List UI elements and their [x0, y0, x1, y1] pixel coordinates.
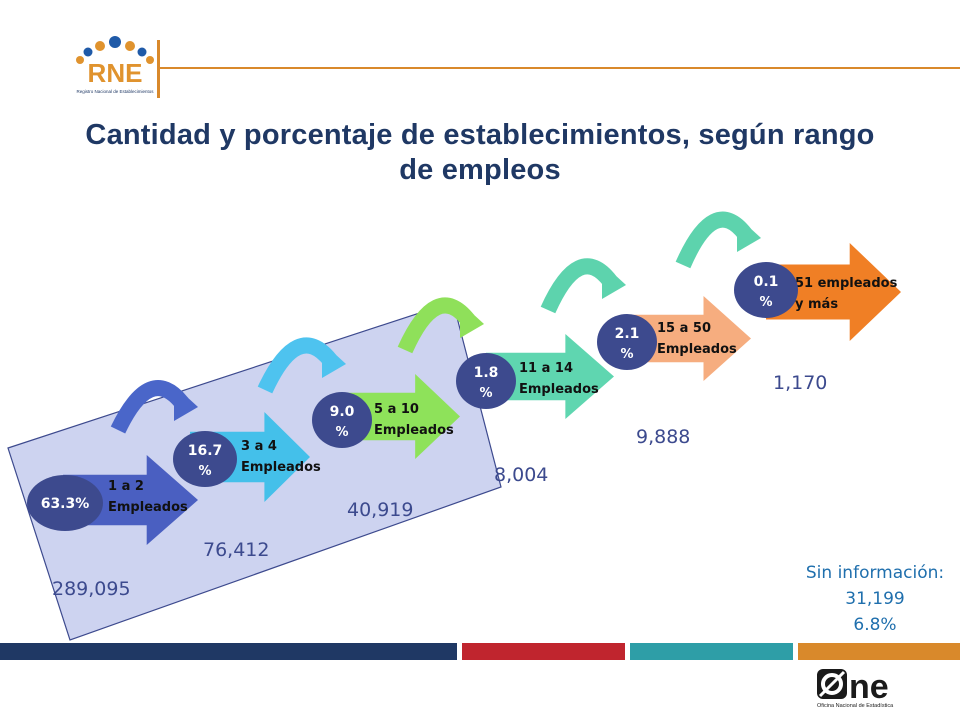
one-logo: ne Oficina Nacional de Estadística — [817, 668, 894, 709]
chart-title-line2: de empleos — [399, 154, 561, 186]
progression-arc-head — [322, 342, 346, 378]
count-value: 9,888 — [636, 426, 690, 448]
range-arrow — [486, 334, 614, 419]
range-arrow — [63, 455, 198, 545]
percent-sign: % — [198, 464, 211, 479]
sin-informacion-label: Sin información: — [805, 563, 945, 583]
percent-badge — [173, 431, 237, 487]
progression-arc — [675, 211, 752, 269]
percent-value: 63.3% — [41, 496, 90, 512]
range-label-line2: Empleados — [519, 382, 599, 397]
range-group-4: 11 a 14 Empleados 1.8% 8,004 — [456, 258, 626, 486]
range-label-line1: 15 a 50 — [657, 321, 711, 336]
percent-badge — [734, 262, 798, 318]
count-value: 40,919 — [347, 499, 413, 521]
sin-informacion-percent: 6.8% — [853, 615, 897, 635]
range-label-line1: 11 a 14 — [519, 361, 573, 376]
logo-rne-text: RNE — [88, 58, 143, 88]
sin-informacion: Sin información: 31,199 6.8% — [780, 560, 960, 638]
range-group-5: 15 a 50 Empleados 2.1% 9,888 — [597, 211, 761, 448]
range-label-line1: 1 a 2 — [108, 479, 144, 494]
one-logo-text: ne — [849, 668, 889, 706]
percent-value: 0.1 — [754, 274, 779, 290]
percent-badge — [597, 314, 657, 370]
range-label-line2: Empleados — [657, 342, 737, 357]
percent-badge — [27, 475, 103, 531]
range-label-line1: 51 empleados — [795, 276, 898, 291]
count-value: 8,004 — [494, 464, 548, 486]
range-label-line1: 5 a 10 — [374, 402, 419, 417]
range-group-6: 51 empleados y más 0.1% 1,170 — [734, 243, 901, 394]
sin-informacion-count: 31,199 — [845, 589, 905, 609]
header-divider — [157, 40, 160, 98]
range-label-line2: Empleados — [374, 423, 454, 438]
progression-arc — [540, 258, 617, 314]
count-value: 76,412 — [203, 539, 269, 561]
percent-badge — [312, 392, 372, 448]
range-label-line2: Empleados — [241, 460, 321, 475]
chart-title-line1: Cantidad y porcentaje de establecimiento… — [85, 119, 875, 151]
percent-value: 9.0 — [330, 404, 355, 420]
percent-badge — [456, 353, 516, 409]
chart-title: Cantidad y porcentaje de establecimiento… — [60, 118, 900, 188]
percent-sign: % — [479, 386, 492, 401]
percent-value: 1.8 — [474, 365, 499, 381]
progression-arc-head — [737, 216, 761, 252]
percent-value: 16.7 — [188, 443, 223, 459]
range-arrow — [626, 296, 751, 381]
count-value: 289,095 — [52, 578, 131, 600]
range-label-line2: y más — [795, 297, 838, 312]
progression-arc-head — [460, 302, 484, 338]
one-logo-subtext: Oficina Nacional de Estadística — [817, 703, 894, 709]
percent-value: 2.1 — [615, 326, 640, 342]
percent-sign: % — [335, 425, 348, 440]
range-group-3: 5 a 10 Empleados 9.0% 40,919 — [312, 297, 484, 521]
range-label-line1: 3 a 4 — [241, 439, 277, 454]
progression-arc-head — [602, 263, 626, 299]
rne-logo: RNE Registro Nacional de Establecimiento… — [76, 36, 154, 94]
header-line — [157, 67, 960, 69]
footer-bar-teal — [630, 643, 793, 660]
range-arrow — [342, 374, 460, 459]
logo-rne-subtext: Registro Nacional de Establecimientos — [76, 89, 154, 94]
percent-sign: % — [759, 295, 772, 310]
footer-bar-red — [462, 643, 625, 660]
logo-icons — [76, 36, 154, 64]
progression-arc-head — [174, 385, 198, 421]
footer-bar-navy — [0, 643, 457, 660]
percent-sign: % — [620, 347, 633, 362]
range-arrow — [766, 243, 901, 341]
range-group-1: 1 a 2 Empleados 63.3% 289,095 — [27, 380, 198, 600]
range-label-line2: Empleados — [108, 500, 188, 515]
footer-bar-orange — [798, 643, 960, 660]
range-group-2: 3 a 4 Empleados 16.7% 76,412 — [173, 337, 346, 561]
count-value: 1,170 — [773, 372, 827, 394]
